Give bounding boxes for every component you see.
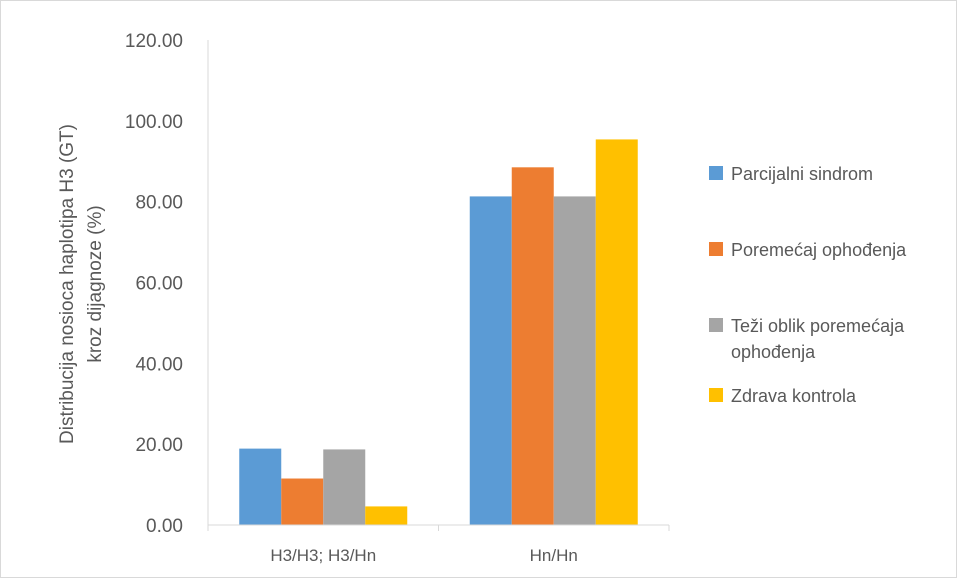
y-axis-title-line-2: kroz dijagnoze (%) <box>85 205 106 362</box>
y-tick-label: 120.00 <box>125 31 183 52</box>
legend: Parcijalni sindrom Poremećaj ophođenja Tež… <box>709 164 907 406</box>
y-tick-label: 20.00 <box>135 435 183 456</box>
legend-item: Parcijalni sindrom <box>709 164 873 184</box>
bar <box>469 196 512 525</box>
legend-label: Zdrava kontrola <box>731 386 857 406</box>
legend-swatch <box>709 388 723 402</box>
y-tick-label: 0.00 <box>146 516 183 537</box>
y-tick-label: 40.00 <box>135 354 183 375</box>
x-tick-label: Hn/Hn <box>530 546 578 565</box>
bar <box>511 167 554 525</box>
legend-swatch <box>709 318 723 332</box>
bar <box>553 196 596 525</box>
legend-label: Parcijalni sindrom <box>731 164 873 184</box>
legend-item: Teži oblik poremećaja ophođenja <box>709 316 905 362</box>
legend-label: Teži oblik poremećaja ophođenja <box>731 316 905 362</box>
legend-item: Poremećaj ophođenja <box>709 240 907 260</box>
legend-label: Poremećaj ophođenja <box>731 240 907 260</box>
y-tick-label: 100.00 <box>125 112 183 133</box>
axes <box>207 40 670 531</box>
x-tick-label: H3/H3; H3/Hn <box>270 546 376 565</box>
x-axis-ticks: H3/H3; H3/Hn Hn/Hn <box>270 546 578 565</box>
bar <box>595 139 638 526</box>
legend-swatch <box>709 242 723 256</box>
y-tick-label: 60.00 <box>135 274 183 295</box>
legend-item: Zdrava kontrola <box>709 386 857 406</box>
y-tick-label: 80.00 <box>135 193 183 214</box>
bar <box>323 449 366 525</box>
bar <box>365 506 408 525</box>
y-axis-title: Distribucija nosioca haplotipa H3 (GT) k… <box>57 124 106 444</box>
y-axis-ticks: 0.00 20.00 40.00 60.00 80.00 100.00 120.00 <box>125 31 183 537</box>
y-axis-title-line-1: Distribucija nosioca haplotipa H3 (GT) <box>57 124 78 444</box>
bars <box>239 139 638 526</box>
bar <box>239 448 282 525</box>
bar <box>281 478 324 525</box>
legend-swatch <box>709 166 723 180</box>
